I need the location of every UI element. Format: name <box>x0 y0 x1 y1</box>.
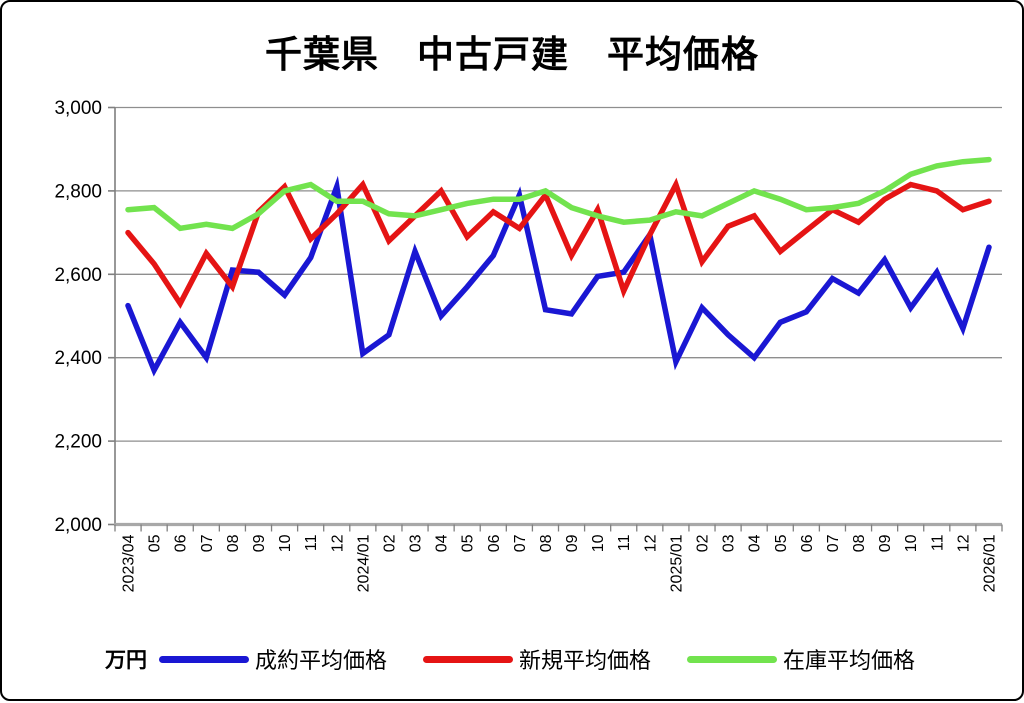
legend-label-contract: 成約平均価格 <box>255 648 388 673</box>
x-tick-label: 05 <box>460 534 477 552</box>
x-tick-label: 03 <box>721 534 738 552</box>
legend: 万円 成約平均価格 新規平均価格 在庫平均価格 <box>105 643 915 675</box>
x-tick-label: 04 <box>434 534 451 552</box>
legend-swatch-inventory-line <box>687 655 778 663</box>
x-tick-label: 10 <box>590 534 607 552</box>
x-tick-label: 08 <box>538 534 555 552</box>
x-tick-label: 06 <box>486 534 503 552</box>
x-tick-label: 09 <box>877 534 894 552</box>
x-tick-label: 06 <box>173 534 190 552</box>
x-tick-label: 09 <box>564 534 581 552</box>
x-tick-label: 03 <box>408 534 425 552</box>
y-axis-unit-label: 万円 <box>105 649 147 672</box>
y-tick-label: 2,000 <box>54 515 102 536</box>
x-tick-label: 12 <box>642 534 659 552</box>
x-tick-label: 11 <box>616 534 633 551</box>
legend-label-inventory: 在庫平均価格 <box>783 648 916 673</box>
x-tick-label: 12 <box>955 534 972 552</box>
x-tick-label: 2024/01 <box>355 534 372 592</box>
y-tick-label: 2,400 <box>54 348 102 369</box>
x-tick-label: 05 <box>773 534 790 552</box>
x-tick-label: 09 <box>251 534 268 552</box>
y-tick-label: 2,800 <box>54 181 102 202</box>
x-tick-label: 05 <box>147 534 164 552</box>
x-tick-label: 07 <box>199 534 216 552</box>
x-tick-label: 08 <box>225 534 242 552</box>
x-tick-label: 06 <box>799 534 816 552</box>
x-tick-label: 02 <box>694 534 711 552</box>
series-inventory <box>125 156 992 232</box>
x-axis: 2023/04 05 06 07 08 09 10 11 12 2024/01 02 03 04 05 06… <box>114 522 1003 592</box>
legend-swatch-contract-line <box>159 655 249 663</box>
x-tick-label: 11 <box>929 534 946 551</box>
x-tick-label: 02 <box>381 534 398 552</box>
y-tick-label: 2,600 <box>54 265 102 286</box>
legend-swatch-new-listing-line <box>423 655 514 663</box>
x-tick-label: 07 <box>825 534 842 552</box>
x-tick-label: 04 <box>747 534 764 552</box>
x-tick-label: 11 <box>303 534 320 551</box>
y-axis: 3,000 2,800 2,600 2,400 2,200 2,000 <box>54 98 116 536</box>
x-tick-label: 10 <box>277 534 294 552</box>
y-tick-label: 3,000 <box>54 98 102 119</box>
x-tick-label: 07 <box>512 534 529 552</box>
x-tick-label: 12 <box>329 534 346 552</box>
series-contract <box>125 175 992 377</box>
x-tick-label: 2026/01 <box>981 534 998 592</box>
gridlines <box>115 106 1002 442</box>
x-tick-label: 08 <box>851 534 868 552</box>
chart-title: 千葉県 中古戸建 平均価格 <box>265 34 759 75</box>
x-tick-label: 2025/01 <box>668 534 685 592</box>
legend-label-new-listing: 新規平均価格 <box>519 648 652 673</box>
y-tick-label: 2,200 <box>54 432 102 453</box>
x-tick-label: 10 <box>903 534 920 552</box>
x-tick-label: 2023/04 <box>121 534 138 592</box>
